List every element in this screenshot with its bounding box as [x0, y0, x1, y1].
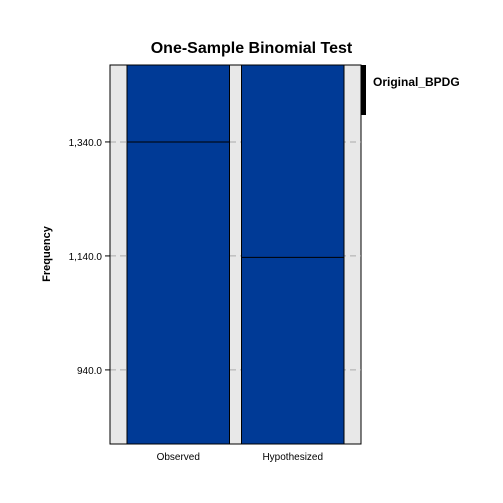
bars [126, 64, 345, 445]
x-tick-label: Hypothesized [262, 452, 323, 463]
y-tick-label: 1,140.0 [69, 252, 103, 263]
panel-strip [361, 65, 366, 115]
x-tick-label: Observed [157, 452, 200, 463]
bar-hypothesized [241, 64, 345, 445]
y-tick-label: 1,340.0 [69, 138, 103, 149]
y-ticks: 1,340.0 1,140.0 940.0 [69, 138, 110, 377]
x-ticks: Observed Hypothesized [157, 452, 323, 463]
chart-title: One-Sample Binomial Test [150, 40, 353, 57]
bar-observed [126, 64, 230, 445]
y-axis-title: Frequency [41, 225, 53, 282]
y-tick-label: 940.0 [77, 366, 102, 377]
panel-label: Original_BPDG [373, 75, 460, 89]
